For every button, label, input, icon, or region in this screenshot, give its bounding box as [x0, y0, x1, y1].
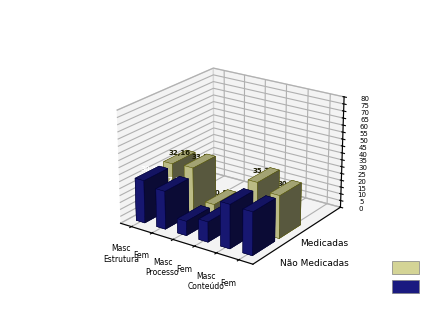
Text: Medicadas: Medicadas	[300, 239, 348, 248]
Text: Não Medicadas: Não Medicadas	[280, 259, 348, 268]
